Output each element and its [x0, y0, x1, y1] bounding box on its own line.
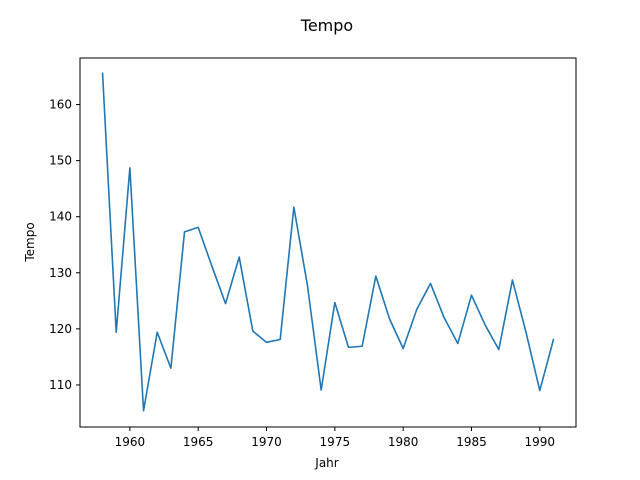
y-tick-label: 140	[49, 210, 72, 224]
x-tick-label: 1965	[183, 435, 214, 449]
y-tick-label: 120	[49, 322, 72, 336]
y-tick-label: 160	[49, 98, 72, 112]
x-tick-label: 1975	[320, 435, 351, 449]
plot-frame	[79, 57, 577, 428]
y-axis-label: Tempo	[23, 222, 37, 262]
y-tick-label: 150	[49, 154, 72, 168]
x-axis-label: Jahr	[314, 456, 338, 470]
y-tick-label: 110	[49, 378, 72, 392]
x-tick-label: 1970	[251, 435, 282, 449]
plot-area	[79, 57, 577, 428]
series-line-0	[101, 72, 555, 412]
x-axis: 1960 1965 1970 1975 1980 1985 1990	[115, 427, 555, 449]
y-axis: 110 120 130 140 150 160	[49, 98, 80, 392]
x-tick-label: 1980	[388, 435, 419, 449]
y-tick-label: 130	[49, 266, 72, 280]
chart-title: Tempo	[300, 16, 353, 35]
x-tick-label: 1960	[115, 435, 146, 449]
x-tick-label: 1990	[525, 435, 556, 449]
x-tick-label: 1985	[456, 435, 487, 449]
